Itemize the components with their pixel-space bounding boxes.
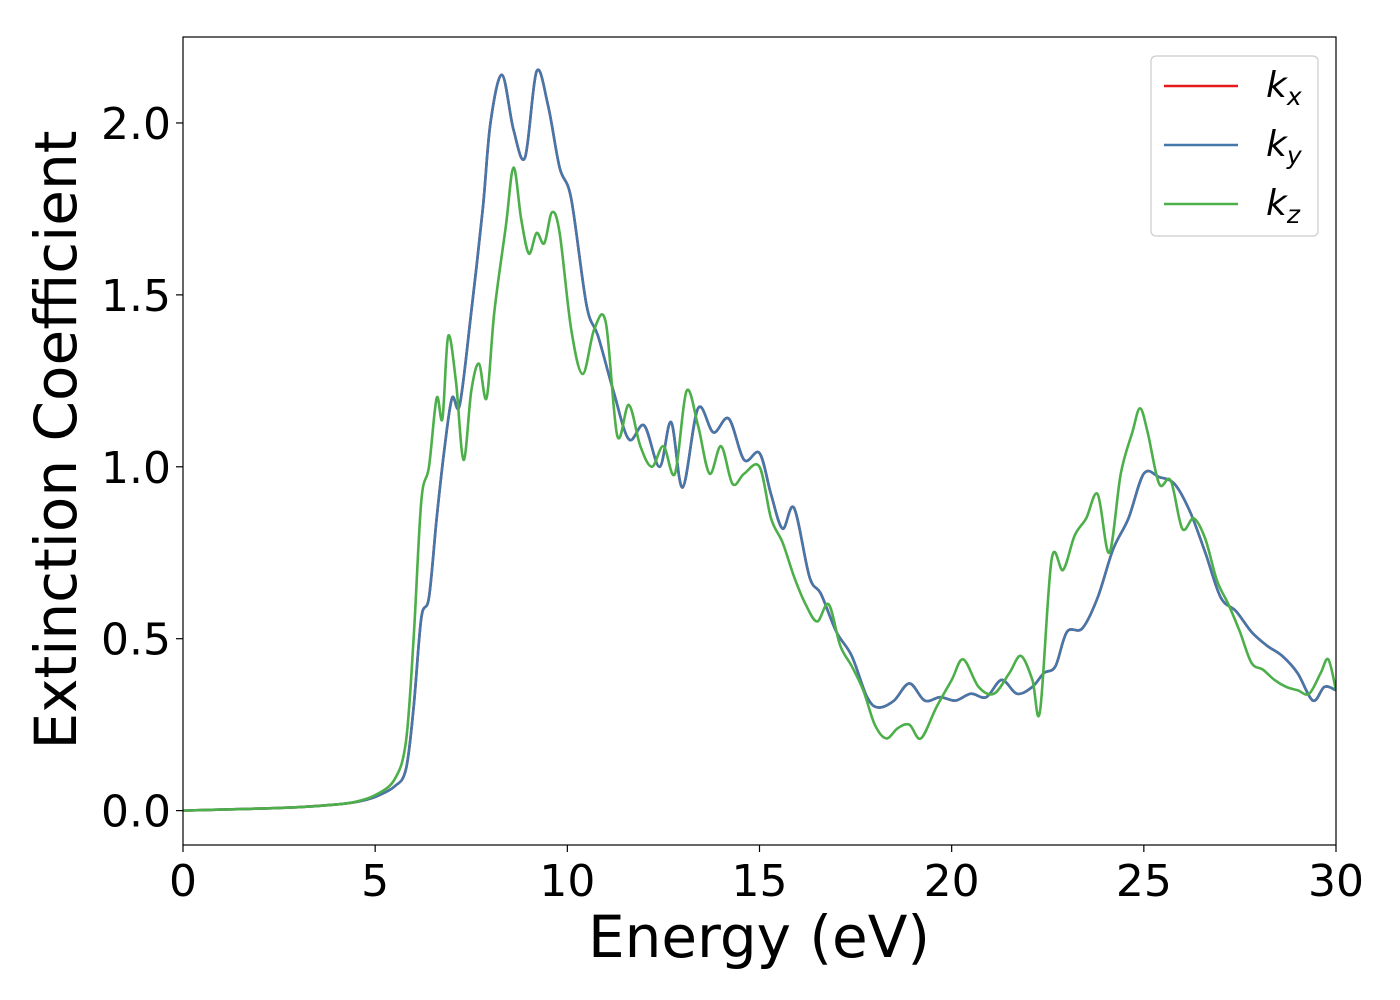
y-tick-label: 1.0 <box>101 443 171 494</box>
x-tick-label: 30 <box>1308 856 1364 907</box>
legend-label-subscript: z <box>1286 200 1301 229</box>
legend-label-subscript: x <box>1286 82 1302 111</box>
legend-label: kx <box>1266 65 1302 111</box>
y-axis-ticks: 0.0 0.5 1.0 1.5 2.0 <box>101 99 183 838</box>
x-tick-label: 20 <box>924 856 980 907</box>
y-tick-label: 0.0 <box>101 787 171 838</box>
series-line-kz <box>183 166 1336 812</box>
x-tick-label: 25 <box>1116 856 1172 907</box>
y-tick-label: 1.5 <box>101 271 171 322</box>
plot-area <box>183 68 1336 812</box>
legend-label-name: k <box>1266 65 1289 106</box>
y-tick-label: 0.5 <box>101 615 171 666</box>
legend-label-subscript: y <box>1286 141 1303 170</box>
series-line-ky <box>183 68 1336 812</box>
x-axis-label: Energy (eV) <box>588 903 930 971</box>
x-tick-label: 10 <box>539 856 595 907</box>
plot-frame <box>182 36 1337 846</box>
x-tick-label: 0 <box>169 856 197 907</box>
x-tick-label: 15 <box>732 856 788 907</box>
legend-label: ky <box>1266 124 1303 170</box>
x-axis-ticks: 0 5 10 15 20 25 30 <box>169 845 1364 907</box>
legend-label: kz <box>1266 183 1301 229</box>
legend-label-name: k <box>1266 183 1289 224</box>
x-tick-label: 5 <box>361 856 389 907</box>
y-tick-label: 2.0 <box>101 99 171 150</box>
y-axis-label: Extinction Coefficient <box>22 131 90 750</box>
legend-label-name: k <box>1266 124 1289 165</box>
